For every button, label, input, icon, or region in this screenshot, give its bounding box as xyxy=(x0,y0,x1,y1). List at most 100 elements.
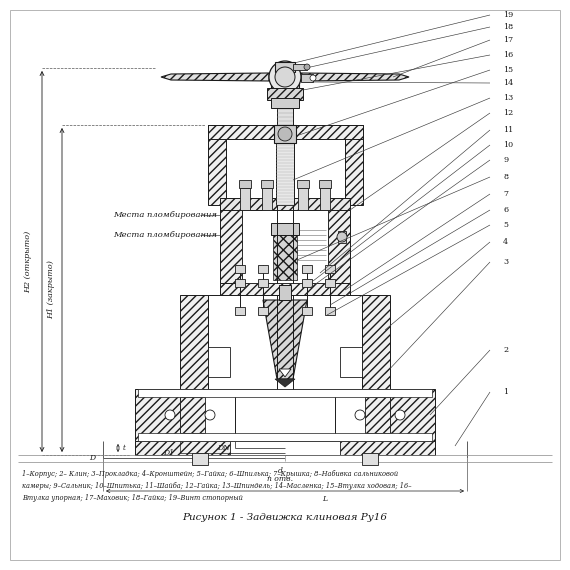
Text: 12: 12 xyxy=(503,109,513,117)
Bar xyxy=(301,74,313,82)
Circle shape xyxy=(205,410,215,420)
Bar xyxy=(208,347,230,377)
Bar xyxy=(258,265,268,273)
Bar xyxy=(338,231,346,243)
Circle shape xyxy=(304,64,310,70)
Bar xyxy=(362,295,390,389)
Text: n отв.: n отв. xyxy=(267,475,293,483)
Bar xyxy=(258,307,268,315)
Bar xyxy=(267,88,303,100)
Text: 1–Корпус; 2– Клин; 3–Прокладка; 4–Кронштейн; 5–Гайка; 6–Шпилька; 7–Крышка; 8–Наб: 1–Корпус; 2– Клин; 3–Прокладка; 4–Кроншт… xyxy=(22,470,398,478)
Circle shape xyxy=(269,61,301,93)
Text: 19: 19 xyxy=(503,11,513,19)
Bar xyxy=(230,441,340,455)
Text: 5: 5 xyxy=(503,221,508,229)
Circle shape xyxy=(165,410,175,420)
Bar xyxy=(328,205,350,283)
Text: 3: 3 xyxy=(503,258,508,266)
Polygon shape xyxy=(161,73,269,81)
Bar xyxy=(192,453,208,465)
Text: 8: 8 xyxy=(503,173,508,181)
Bar xyxy=(258,279,268,287)
Text: D1: D1 xyxy=(163,449,174,457)
Bar xyxy=(297,180,309,188)
Bar xyxy=(365,397,390,433)
Text: 17: 17 xyxy=(503,36,513,44)
Circle shape xyxy=(310,75,316,81)
Bar xyxy=(261,180,273,188)
Bar xyxy=(239,180,251,188)
Circle shape xyxy=(275,67,295,87)
Bar xyxy=(390,389,435,441)
Bar xyxy=(271,223,299,235)
Text: t: t xyxy=(123,444,125,452)
Circle shape xyxy=(278,127,292,141)
Text: DN: DN xyxy=(217,444,230,452)
Bar xyxy=(302,279,312,287)
Bar xyxy=(275,62,295,72)
Bar xyxy=(320,188,330,210)
Bar xyxy=(220,205,242,283)
Text: 1: 1 xyxy=(503,388,508,396)
Polygon shape xyxy=(301,73,409,81)
Bar xyxy=(262,188,272,210)
Bar xyxy=(279,285,291,300)
Bar xyxy=(138,433,432,441)
Bar xyxy=(242,205,328,283)
Bar xyxy=(293,64,307,70)
Text: 15: 15 xyxy=(503,66,513,74)
Bar xyxy=(235,389,335,441)
Text: 7: 7 xyxy=(503,190,508,198)
Text: D: D xyxy=(89,454,95,462)
Bar xyxy=(271,98,299,108)
Text: Места пломбирования: Места пломбирования xyxy=(113,211,217,219)
Bar xyxy=(325,279,335,287)
Bar xyxy=(340,347,362,377)
Bar xyxy=(302,307,312,315)
Bar xyxy=(208,295,362,389)
Bar xyxy=(325,307,335,315)
Bar xyxy=(240,188,250,210)
Polygon shape xyxy=(275,379,295,387)
Text: 11: 11 xyxy=(503,126,513,134)
Bar xyxy=(271,70,299,88)
Text: 2: 2 xyxy=(503,346,508,354)
Text: 6: 6 xyxy=(503,206,508,214)
Bar xyxy=(362,453,378,465)
Text: 14: 14 xyxy=(503,79,513,87)
Bar xyxy=(235,279,245,287)
Bar xyxy=(277,82,293,125)
Bar xyxy=(138,389,432,397)
Bar xyxy=(273,235,297,280)
Text: 16: 16 xyxy=(503,51,513,59)
Bar xyxy=(135,389,180,441)
Circle shape xyxy=(395,410,405,420)
Bar xyxy=(220,198,350,210)
Bar xyxy=(298,188,308,210)
Text: Места пломбирования: Места пломбирования xyxy=(113,231,217,239)
Bar xyxy=(135,441,435,455)
Bar xyxy=(302,265,312,273)
Bar xyxy=(180,397,205,433)
Text: 9: 9 xyxy=(503,156,508,164)
Text: камеры; 9–Сальник; 10–Шпитька; 11–Шайба; 12–Гайка; 13–Шпиндель; 14–Масленка; 15–: камеры; 9–Сальник; 10–Шпитька; 11–Шайба;… xyxy=(22,482,412,490)
Bar xyxy=(235,307,245,315)
Text: 4: 4 xyxy=(503,238,508,246)
Bar xyxy=(220,283,350,295)
Text: 18: 18 xyxy=(503,23,513,31)
Bar xyxy=(180,295,208,389)
Text: 13: 13 xyxy=(503,94,513,102)
Text: d: d xyxy=(278,467,283,475)
Text: Рисунок 1 - Задвижка клиновая Ру16: Рисунок 1 - Задвижка клиновая Ру16 xyxy=(182,514,388,523)
Text: Н2 (открыто): Н2 (открыто) xyxy=(24,230,32,292)
Circle shape xyxy=(337,232,347,242)
Bar xyxy=(207,125,226,205)
Polygon shape xyxy=(263,300,307,379)
Bar xyxy=(274,125,296,143)
Bar xyxy=(276,125,294,205)
Bar xyxy=(344,125,363,205)
Bar xyxy=(325,265,335,273)
Text: Втулка упорная; 17–Маховик; 18–Гайка; 19–Винт стопорный: Втулка упорная; 17–Маховик; 18–Гайка; 19… xyxy=(22,494,243,502)
Bar xyxy=(235,265,245,273)
Text: L: L xyxy=(323,495,328,503)
